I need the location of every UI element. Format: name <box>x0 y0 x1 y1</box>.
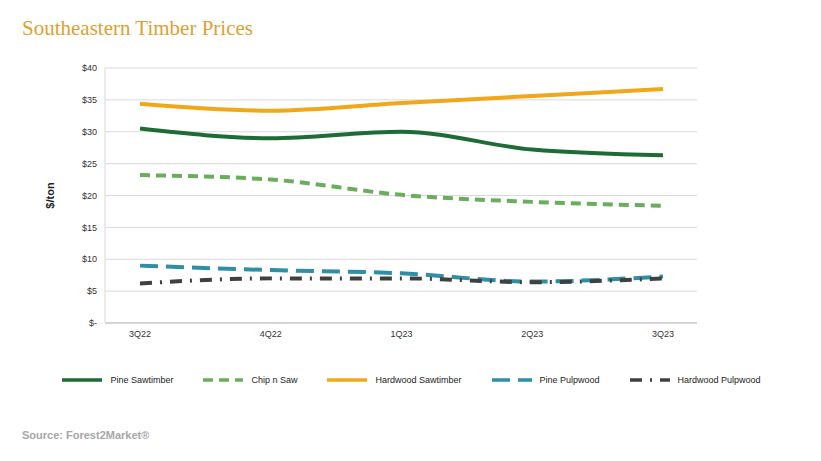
html-text:Hardwood Pulpwood: Hardwood Pulpwood <box>677 375 761 385</box>
svg-text:$10: $10 <box>82 254 97 264</box>
svg-text:$20: $20 <box>82 191 97 201</box>
svg-text:$-: $- <box>89 318 97 328</box>
svg-text:2Q23: 2Q23 <box>521 329 543 339</box>
html-text:Hardwood Sawtimber: Hardwood Sawtimber <box>375 375 462 385</box>
svg-text:$25: $25 <box>82 159 97 169</box>
svg-text:$40: $40 <box>82 63 97 73</box>
svg-text:4Q22: 4Q22 <box>260 329 282 339</box>
svg-text:$15: $15 <box>82 223 97 233</box>
html-text:Pine Sawtimber: Pine Sawtimber <box>110 375 174 385</box>
svg-text:$/ton: $/ton <box>44 182 56 209</box>
svg-text:$5: $5 <box>87 286 97 296</box>
svg-text:$30: $30 <box>82 127 97 137</box>
html-text:Chip n Saw: Chip n Saw <box>251 375 298 385</box>
svg-text:3Q23: 3Q23 <box>652 329 674 339</box>
html-text:Source: Forest2Market®: Source: Forest2Market® <box>22 429 150 441</box>
svg-text:1Q23: 1Q23 <box>390 329 412 339</box>
html-text:Pine Pulpwood: Pine Pulpwood <box>539 375 600 385</box>
svg-text:$35: $35 <box>82 95 97 105</box>
svg-text:3Q22: 3Q22 <box>129 329 151 339</box>
html-text:Southeastern Timber Prices: Southeastern Timber Prices <box>22 16 253 40</box>
